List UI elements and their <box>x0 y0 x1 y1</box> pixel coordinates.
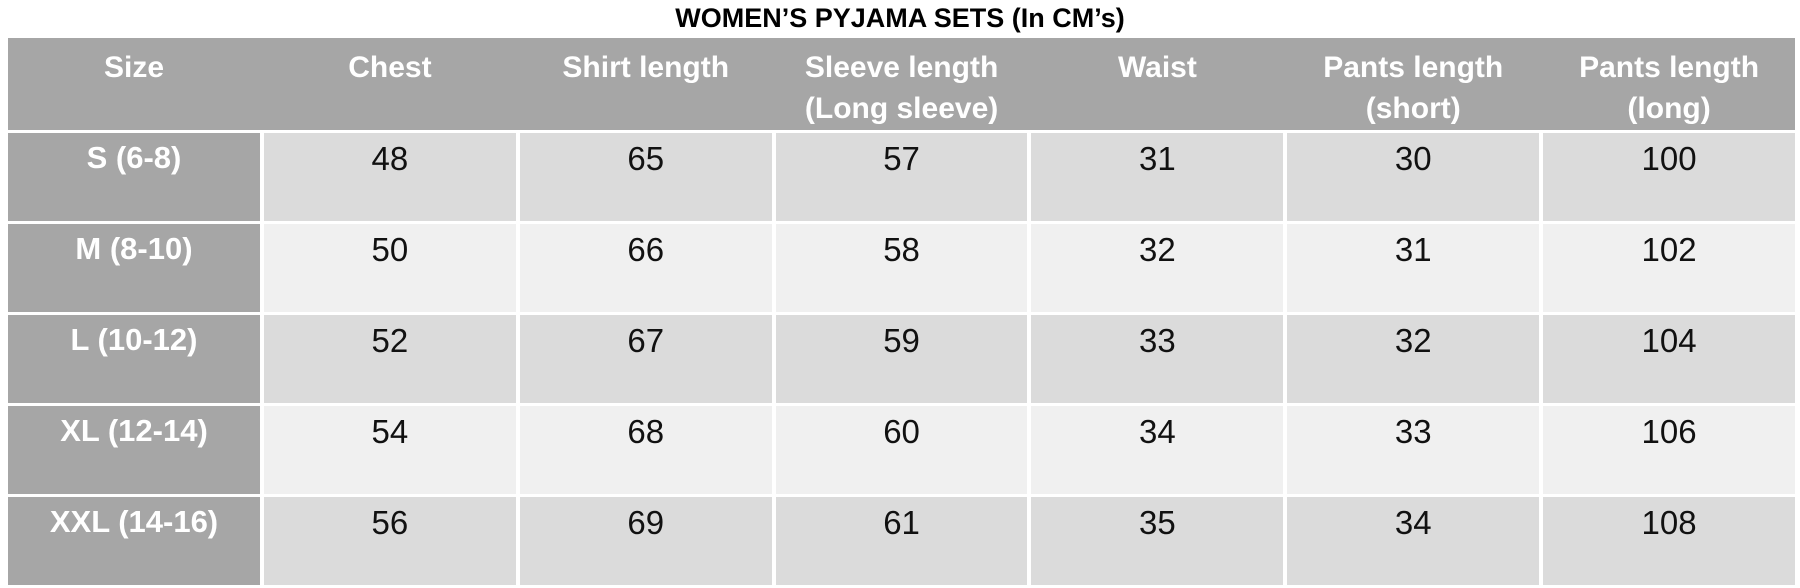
size-row-label: L (10-12) <box>8 315 260 403</box>
header-line: (Long sleeve) <box>804 92 999 126</box>
table-header-row: Size Chest Shirt length Sleeve length (Lo… <box>8 38 1795 130</box>
column-header-chest: Chest <box>264 38 516 130</box>
measurement-cell: 35 <box>1031 497 1284 585</box>
measurement-cell: 34 <box>1031 406 1284 494</box>
header-line: Waist <box>1117 51 1197 84</box>
measurement-cell: 67 <box>519 315 772 403</box>
header-line: Chest <box>348 51 432 84</box>
column-header-pants-length-long: Pants length (long) <box>1543 38 1795 130</box>
measurement-cell: 57 <box>775 133 1028 221</box>
column-header-shirt-length: Shirt length <box>520 38 772 130</box>
measurement-cell: 32 <box>1031 224 1284 312</box>
measurement-cell: 60 <box>775 406 1028 494</box>
header-line: Pants length <box>1579 51 1760 84</box>
size-row-label: XXL (14-16) <box>8 497 260 585</box>
page-title: WOMEN’S PYJAMA SETS (In CM’s) <box>675 3 1125 33</box>
measurement-cell: 108 <box>1543 497 1795 585</box>
header-line: Sleeve length <box>804 51 999 84</box>
header-line: (short) <box>1365 92 1461 126</box>
measurement-cell: 33 <box>1287 406 1540 494</box>
measurement-cell: 50 <box>264 224 516 312</box>
measurement-cell: 104 <box>1543 315 1795 403</box>
measurement-cell: 59 <box>775 315 1028 403</box>
measurement-cell: 102 <box>1543 224 1795 312</box>
size-chart-table: Size Chest Shirt length Sleeve length (Lo… <box>8 38 1795 585</box>
measurement-cell: 34 <box>1287 497 1540 585</box>
column-header-pants-length-short: Pants length (short) <box>1287 38 1539 130</box>
measurement-cell: 54 <box>264 406 516 494</box>
measurement-cell: 100 <box>1543 133 1795 221</box>
measurement-cell: 52 <box>264 315 516 403</box>
measurement-cell: 106 <box>1543 406 1795 494</box>
header-line: Pants length <box>1323 51 1504 84</box>
header-line: Size <box>103 51 165 84</box>
size-row-label: M (8-10) <box>8 224 260 312</box>
measurement-cell: 69 <box>519 497 772 585</box>
measurement-cell: 48 <box>264 133 516 221</box>
size-row-label: S (6-8) <box>8 133 260 221</box>
measurement-cell: 31 <box>1287 224 1540 312</box>
measurement-cell: 31 <box>1031 133 1284 221</box>
size-row-label: XL (12-14) <box>8 406 260 494</box>
measurement-cell: 68 <box>519 406 772 494</box>
column-header-size: Size <box>8 38 260 130</box>
measurement-cell: 65 <box>519 133 772 221</box>
table-body: S (6-8) 48 65 57 31 30 100 M (8-10) 50 6… <box>8 133 1795 585</box>
measurement-cell: 33 <box>1031 315 1284 403</box>
measurement-cell: 30 <box>1287 133 1540 221</box>
measurement-cell: 56 <box>264 497 516 585</box>
measurement-cell: 32 <box>1287 315 1540 403</box>
measurement-cell: 58 <box>775 224 1028 312</box>
header-line: (long) <box>1627 92 1711 126</box>
column-header-waist: Waist <box>1031 38 1283 130</box>
header-line: Shirt length <box>562 51 730 84</box>
measurement-cell: 61 <box>775 497 1028 585</box>
measurement-cell: 66 <box>519 224 772 312</box>
column-header-sleeve-length: Sleeve length (Long sleeve) <box>776 38 1028 130</box>
